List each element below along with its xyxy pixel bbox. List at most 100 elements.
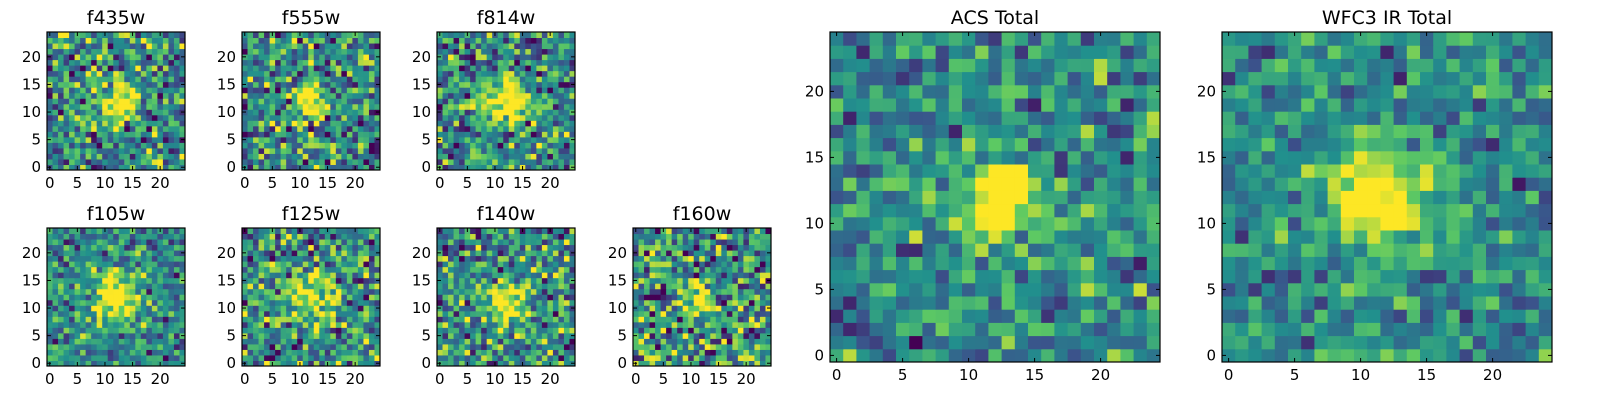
heatmap-cell <box>113 81 120 88</box>
heatmap-cell <box>536 338 543 345</box>
heatmap-cell <box>558 109 565 116</box>
x-axis-tick-labels: 0 5 10 15 20 <box>45 174 170 192</box>
heatmap-cell <box>157 114 164 121</box>
heatmap-cell <box>124 76 131 83</box>
heatmap-cell <box>660 272 667 279</box>
heatmap-cell <box>80 37 87 44</box>
heatmap-cell <box>247 59 254 66</box>
heatmap-cell <box>357 277 364 284</box>
heatmap-cell <box>514 354 521 361</box>
heatmap-cell <box>269 321 276 328</box>
heatmap-cell <box>470 332 477 339</box>
heatmap-cell <box>85 338 92 345</box>
heatmap-cell <box>91 338 98 345</box>
heatmap-cell <box>655 272 662 279</box>
heatmap-cell <box>470 343 477 350</box>
heatmap-cell <box>1014 335 1029 350</box>
heatmap-cell <box>649 294 656 301</box>
heatmap-cell <box>666 255 673 262</box>
heatmap-cell <box>935 164 950 178</box>
heatmap-cell <box>91 360 98 367</box>
heatmap-cell <box>58 131 65 138</box>
heatmap-cell <box>91 37 98 44</box>
heatmap-cell <box>948 177 963 191</box>
heatmap-cell <box>765 283 772 290</box>
heatmap-cell <box>308 250 315 257</box>
heatmap-cell <box>52 164 59 171</box>
heatmap-cell <box>948 309 963 323</box>
heatmap-cell <box>135 360 142 367</box>
heatmap-cell <box>357 261 364 268</box>
heatmap-cell <box>275 158 282 165</box>
heatmap-cell <box>682 255 689 262</box>
heatmap-cell <box>357 288 364 295</box>
heatmap-cell <box>448 277 455 284</box>
heatmap-cell <box>102 294 109 301</box>
heatmap-cell <box>357 305 364 312</box>
heatmap-cell <box>313 261 320 268</box>
heatmap-cell <box>85 354 92 361</box>
heatmap-cell <box>286 54 293 61</box>
heatmap-cell <box>297 114 304 121</box>
heatmap-cell <box>448 338 455 345</box>
heatmap-cell <box>508 81 515 88</box>
heatmap-cell <box>118 299 125 306</box>
heatmap-cell <box>247 283 254 290</box>
heatmap-cell <box>666 294 673 301</box>
heatmap-cell <box>308 316 315 323</box>
heatmap-cell <box>514 349 521 356</box>
heatmap-cell <box>63 288 70 295</box>
heatmap-cell <box>737 244 744 251</box>
heatmap-cell <box>547 147 554 154</box>
heatmap-cell <box>151 305 158 312</box>
heatmap-cell <box>655 266 662 273</box>
heatmap-cell <box>151 233 158 240</box>
heatmap-cell <box>710 283 717 290</box>
heatmap-cell <box>335 250 342 257</box>
heatmap-cell <box>475 37 482 44</box>
heatmap-cell <box>459 98 466 105</box>
heatmap-cell <box>168 310 175 317</box>
heatmap-cell <box>173 37 180 44</box>
heatmap-cell <box>253 338 260 345</box>
heatmap-cell <box>437 327 444 334</box>
heatmap-cell <box>302 81 309 88</box>
heatmap-cell <box>530 354 537 361</box>
heatmap-cell <box>688 277 695 284</box>
heatmap-cell <box>514 310 521 317</box>
heatmap-cell <box>352 65 359 72</box>
heatmap-cell <box>69 305 76 312</box>
heatmap-cell <box>1094 203 1108 218</box>
heatmap-cell <box>748 244 755 251</box>
heatmap-cell <box>330 250 337 257</box>
heatmap-cell <box>481 136 488 143</box>
heatmap-cell <box>453 92 460 99</box>
heatmap-cell <box>47 354 54 361</box>
heatmap-cell <box>253 32 260 39</box>
heatmap-cell <box>146 32 153 39</box>
heatmap-cell <box>140 59 147 66</box>
heatmap-cell <box>52 43 59 50</box>
heatmap-cell <box>975 335 989 350</box>
heatmap-cell <box>363 277 370 284</box>
heatmap-cell <box>704 294 711 301</box>
heatmap-cell <box>52 87 59 94</box>
heatmap-cell <box>302 136 309 143</box>
heatmap-cell <box>313 109 320 116</box>
heatmap-cell <box>948 335 963 350</box>
heatmap-cell <box>464 158 471 165</box>
heatmap-cell <box>732 338 739 345</box>
heatmap-cell <box>129 294 136 301</box>
heatmap-cell <box>464 327 471 334</box>
heatmap-cell <box>459 92 466 99</box>
heatmap-cell <box>448 92 455 99</box>
heatmap-cell <box>486 228 493 235</box>
heatmap-cells <box>242 228 381 367</box>
heatmap-cell <box>525 48 532 55</box>
y-tick-label: 0 <box>421 354 431 372</box>
heatmap-cell <box>47 272 54 279</box>
heatmap-cell <box>693 255 700 262</box>
heatmap-cell <box>151 65 158 72</box>
heatmap-cell <box>324 125 331 132</box>
heatmap-cell <box>1107 296 1121 310</box>
